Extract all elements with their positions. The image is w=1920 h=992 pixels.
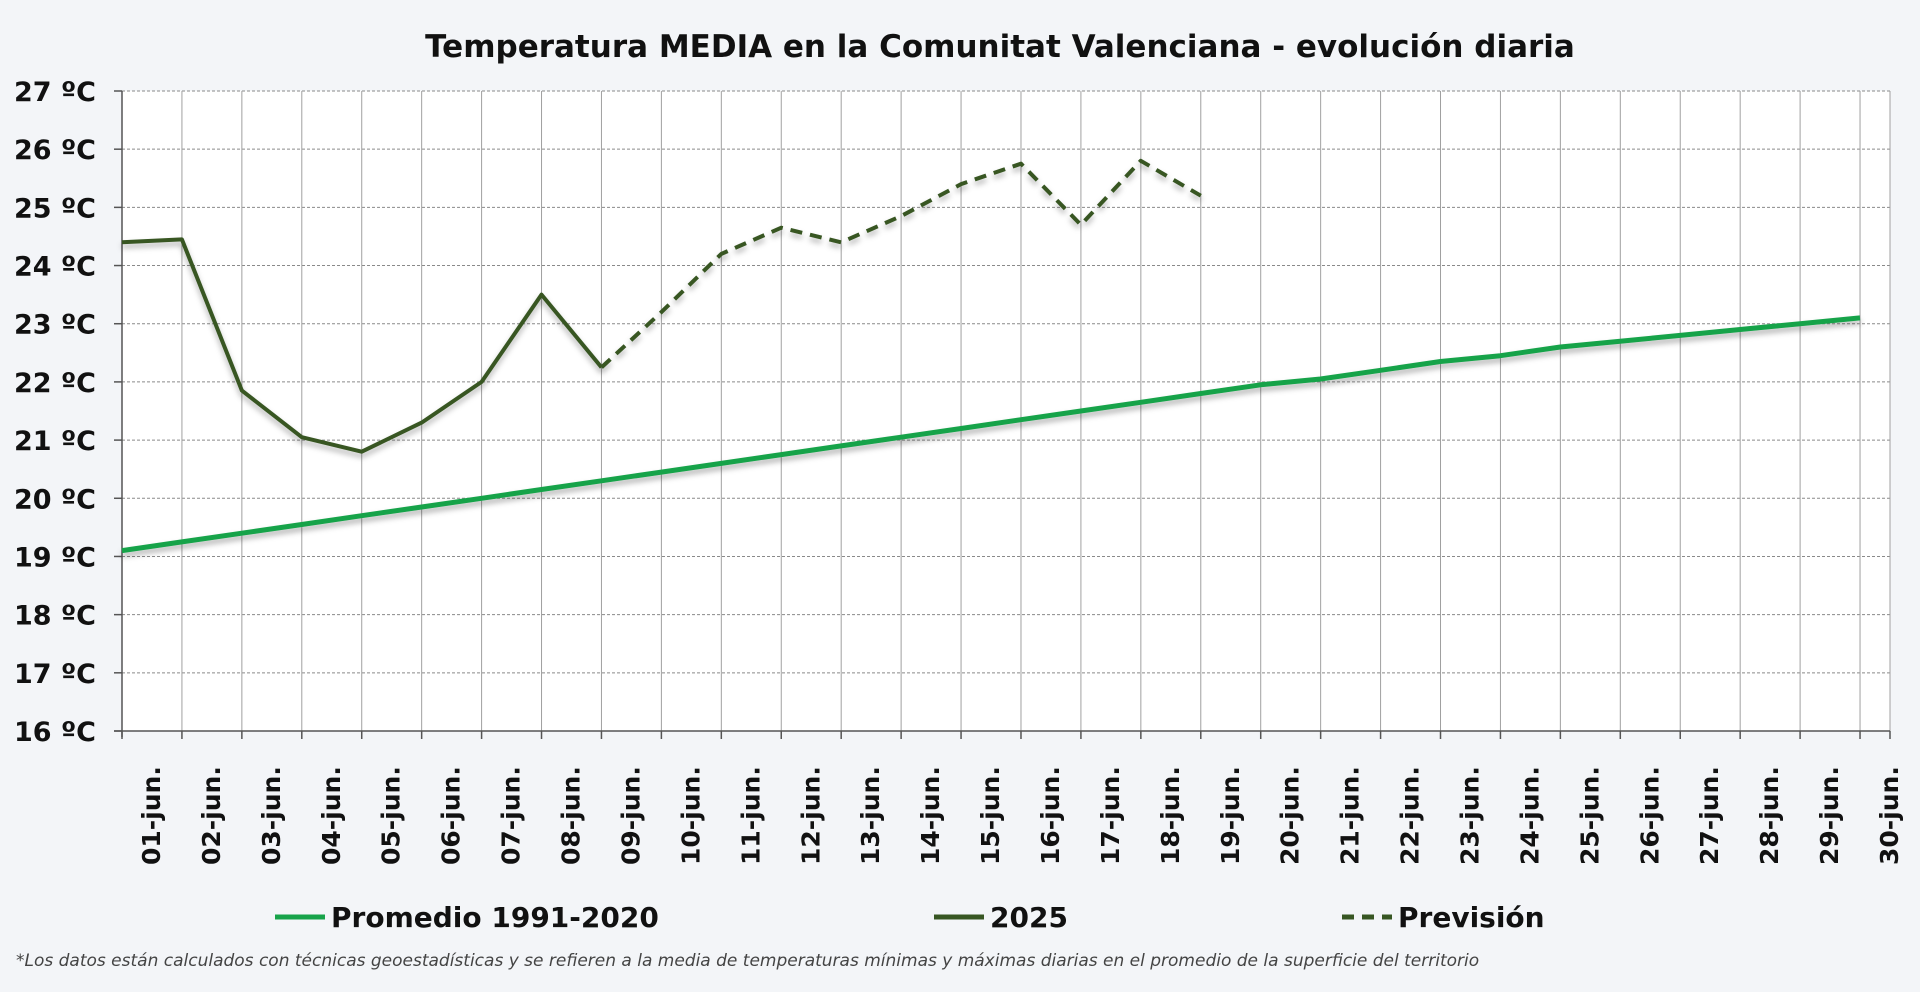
x-tick-label: 24-jun. (1515, 766, 1544, 865)
y-tick-label: 21 ºC (14, 426, 96, 457)
x-tick-label: 07-jun. (497, 766, 526, 865)
x-tick-label: 03-jun. (257, 766, 286, 865)
y-tick-label: 24 ºC (14, 252, 96, 283)
series-lines (121, 158, 1861, 554)
grid (114, 90, 1891, 739)
y-tick-label: 19 ºC (14, 542, 96, 573)
x-tick-label: 10-jun. (676, 766, 705, 865)
legend-label: Previsión (1398, 901, 1545, 934)
y-axis-ticks: 16 ºC 17 ºC 18 ºC 19 ºC 20 ºC 21 ºC 22 ºC 23 ºC… (14, 77, 96, 748)
x-tick-label: 14-jun. (916, 766, 945, 865)
y-tick-label: 26 ºC (14, 135, 96, 166)
y-tick-label: 25 ºC (14, 193, 96, 224)
x-tick-label: 15-jun. (976, 766, 1005, 865)
y-tick-label: 20 ºC (14, 484, 96, 515)
legend-label: Promedio 1991-2020 (331, 901, 659, 934)
series-line (121, 315, 1861, 554)
x-tick-label: 05-jun. (377, 766, 406, 865)
x-tick-label: 28-jun. (1755, 766, 1784, 865)
x-tick-label: 30-jun. (1875, 766, 1904, 865)
x-tick-label: 25-jun. (1575, 766, 1604, 865)
legend: Promedio 1991-2020 2025 Previsión (275, 901, 1545, 934)
y-tick-label: 16 ºC (14, 717, 96, 748)
x-tick-label: 21-jun. (1336, 766, 1365, 865)
footnote: *Los datos están calculados con técnicas… (16, 951, 1479, 971)
legend-label: 2025 (990, 901, 1068, 934)
y-tick-label: 22 ºC (14, 368, 96, 399)
x-tick-label: 13-jun. (856, 766, 885, 865)
x-tick-label: 11-jun. (736, 766, 765, 865)
y-tick-label: 23 ºC (14, 310, 96, 341)
plot-area (122, 91, 1890, 731)
x-tick-label: 18-jun. (1156, 766, 1185, 865)
x-tick-label: 09-jun. (616, 766, 645, 865)
x-tick-label: 26-jun. (1635, 766, 1664, 865)
x-tick-label: 01-jun. (137, 766, 166, 865)
x-tick-label: 16-jun. (1036, 766, 1065, 865)
x-tick-label: 08-jun. (557, 766, 586, 865)
x-tick-label: 02-jun. (197, 766, 226, 865)
y-tick-label: 17 ºC (14, 659, 96, 690)
x-tick-label: 06-jun. (437, 766, 466, 865)
x-tick-label: 04-jun. (317, 766, 346, 865)
x-tick-label: 27-jun. (1695, 766, 1724, 865)
x-tick-label: 19-jun. (1216, 766, 1245, 865)
x-tick-label: 22-jun. (1396, 766, 1425, 865)
y-tick-label: 27 ºC (14, 77, 96, 108)
series-line (121, 237, 604, 454)
x-tick-label: 12-jun. (796, 766, 825, 865)
y-tick-label: 18 ºC (14, 601, 96, 632)
x-tick-label: 29-jun. (1815, 766, 1844, 865)
x-tick-label: 17-jun. (1096, 766, 1125, 865)
x-tick-label: 20-jun. (1276, 766, 1305, 865)
chart-title: Temperatura MEDIA en la Comunitat Valenc… (425, 29, 1575, 65)
x-tick-label: 23-jun. (1456, 766, 1485, 865)
x-axis-ticks: 01-jun. 02-jun. 03-jun. 04-jun. 05-jun. 06-ju… (137, 766, 1904, 865)
series-line (600, 158, 1202, 369)
